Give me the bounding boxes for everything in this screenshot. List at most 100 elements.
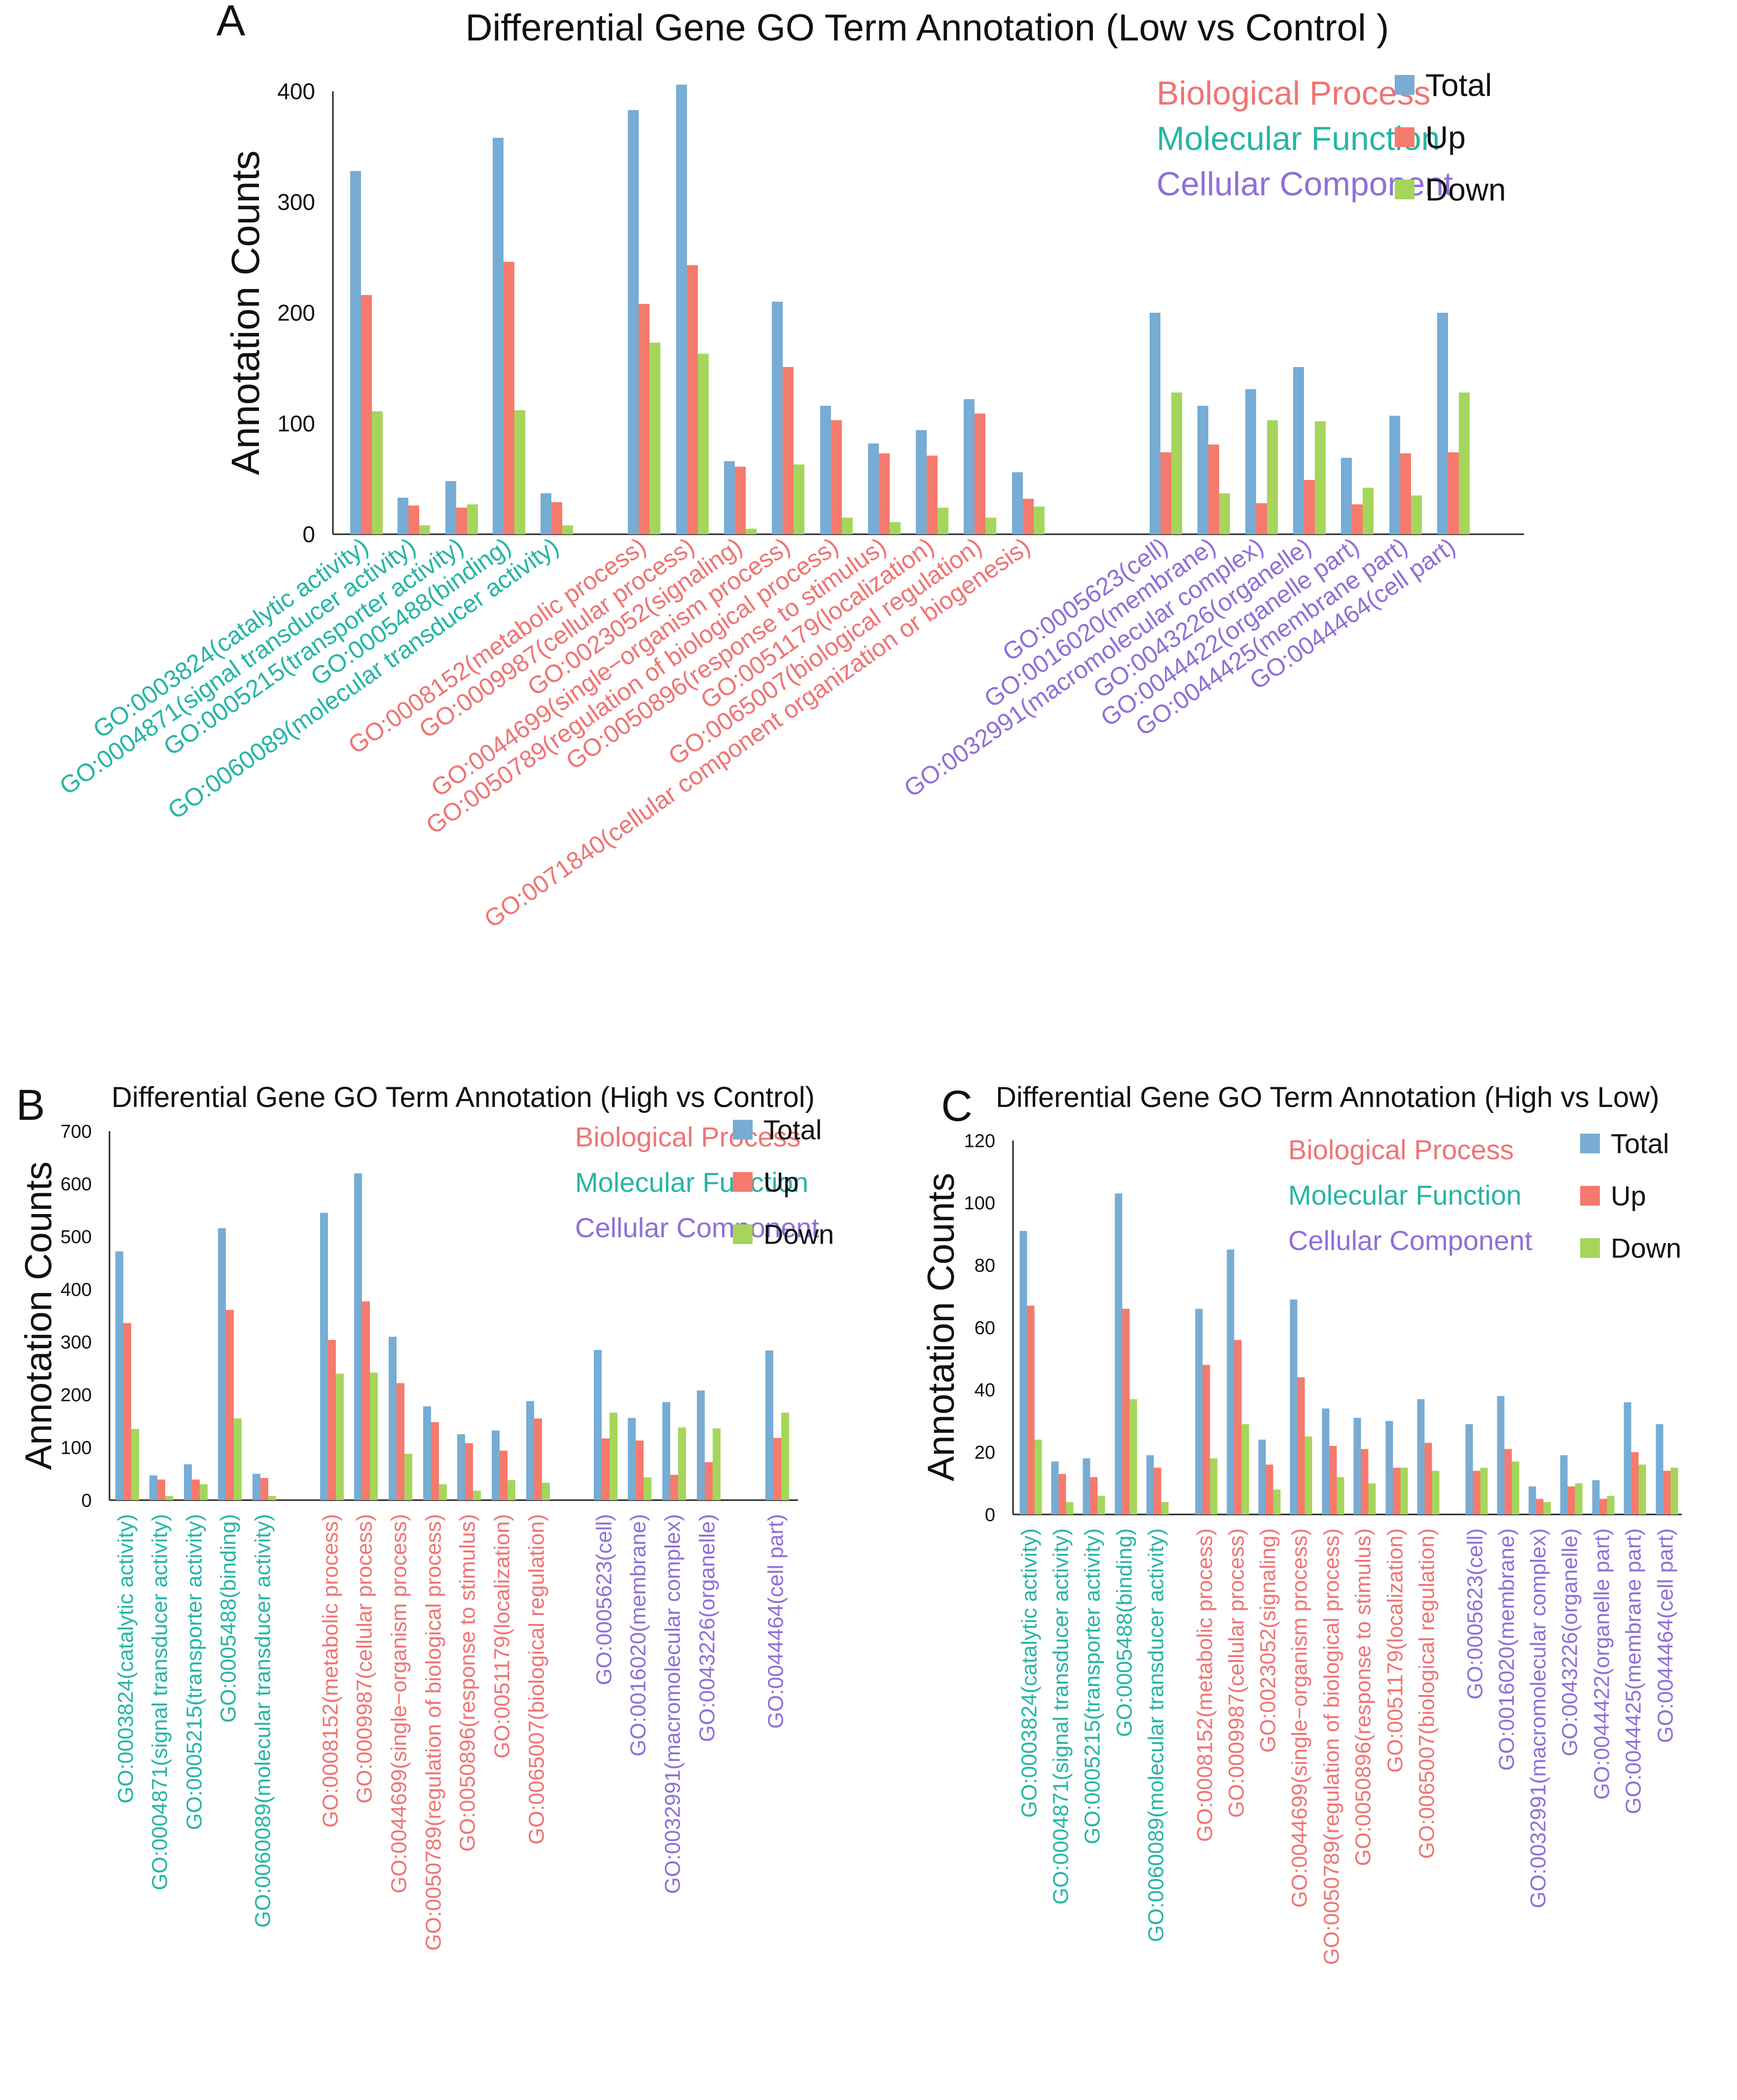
panel-a-bar-down (1363, 487, 1374, 534)
panel-a-bar-down (1034, 506, 1045, 534)
panel-b-y-tick-label: 700 (61, 1121, 92, 1142)
panel-a-bar-up (408, 505, 419, 534)
panel-b-category-label: GO:0005215(transporter activity) (182, 1514, 207, 1830)
panel-c-bar-total (1083, 1458, 1090, 1514)
panel-a-bar-total (772, 301, 783, 534)
panel-b-bar-up (226, 1310, 234, 1500)
panel-c-bar-up (1631, 1452, 1639, 1514)
panel-c-bar-up (1567, 1486, 1575, 1514)
panel-a-bar-up (1352, 504, 1363, 534)
panel-a-bar-total (724, 461, 735, 534)
panel-c-legend-label-down: Down (1611, 1233, 1681, 1264)
panel-c-bar-total (1465, 1424, 1473, 1514)
panel-c-bar-total (1258, 1439, 1266, 1514)
panel-a-legend-mf: Molecular Function (1157, 120, 1440, 157)
panel-c-y-tick-label: 20 (975, 1442, 995, 1463)
panel-b-bar-up (260, 1478, 268, 1500)
panel-c-bar-total (1227, 1250, 1234, 1514)
panel-c-bar-down (1480, 1468, 1488, 1514)
panel-a-bar-total (1293, 367, 1304, 534)
panel-b-category-label: GO:0032991(macromolecular complex) (661, 1514, 685, 1894)
panel-c-bar-total (1624, 1402, 1631, 1514)
panel-b-y-tick-label: 200 (61, 1385, 92, 1406)
panel-c-legend-swatch-total (1580, 1134, 1600, 1153)
panel-b-bar-up (500, 1450, 507, 1500)
panel-c-legend-swatch-down (1580, 1238, 1600, 1258)
panel-b-bar-total (218, 1228, 226, 1500)
panel-a-bar-total (1341, 458, 1352, 534)
panel-b-category-label: GO:0016020(membrane) (626, 1514, 651, 1757)
panel-a-bar-down (746, 528, 757, 534)
panel-b-legend-bp: Biological Process (575, 1121, 801, 1152)
panel-a-bar-total (493, 138, 504, 534)
panel-b-bar-up (636, 1440, 644, 1500)
panel-c-bar-up (1122, 1309, 1130, 1514)
panel-a-bar-total (964, 399, 975, 534)
panel-c-category-label: GO:0005215(transporter activity) (1081, 1528, 1105, 1844)
panel-a-bar-down (562, 525, 573, 534)
panel-b-legend-cc: Cellular Component (575, 1212, 819, 1243)
panel-c-bar-up (1202, 1364, 1210, 1514)
panel-a-bar-up (551, 502, 562, 534)
panel-c-bar-total (1497, 1396, 1505, 1514)
panel-b-bar-down (404, 1453, 412, 1500)
panel-b-bar-down (644, 1477, 651, 1500)
panel-a-bar-total (1245, 389, 1256, 534)
panel-b-bar-up (602, 1438, 610, 1500)
panel-a-bar-total (868, 443, 879, 534)
panel-a-bar-down (1267, 420, 1278, 534)
panel-b-y-tick-label: 0 (81, 1490, 92, 1511)
panel-b-bar-up (705, 1462, 713, 1500)
panel-a-bar-up (879, 453, 890, 534)
panel-c-bar-down (1638, 1464, 1646, 1514)
panel-c-bar-down (1607, 1496, 1615, 1514)
panel-c-category-label: GO:0051179(localization) (1383, 1528, 1408, 1773)
panel-a-bar-down (1219, 493, 1230, 534)
panel-b-category-label: GO:0050896(response to stimulus) (456, 1514, 480, 1852)
panel-c-category-label: GO:0016020(membrane) (1495, 1528, 1519, 1771)
panel-a-bar-up (639, 304, 650, 534)
panel-a-y-tick-label: 100 (277, 411, 315, 437)
panel-a-bar-down (1459, 392, 1470, 534)
panel-c-legend-cc: Cellular Component (1288, 1225, 1532, 1256)
panel-c-y-tick-label: 100 (964, 1193, 995, 1214)
panel-b-bar-total (457, 1434, 465, 1500)
panel-b-bar-total (184, 1464, 192, 1500)
panel-b-chart: B Differential Gene GO Term Annotation (H… (16, 1080, 834, 1951)
panel-b-bar-total (697, 1390, 705, 1500)
panel-c-bar-down (1432, 1471, 1440, 1514)
panel-c-category-label: GO:0044464(cell part) (1654, 1528, 1678, 1743)
panel-c-category-label: GO:0003824(catalytic activity) (1017, 1528, 1042, 1818)
panel-c-bar-down (1161, 1502, 1169, 1514)
panel-b-bar-up (123, 1323, 131, 1500)
panel-a-bar-up (1448, 452, 1459, 534)
panel-b-bar-total (389, 1336, 397, 1500)
panel-a-bar-down (842, 517, 853, 534)
panel-b-legend-mf: Molecular Function (575, 1167, 808, 1198)
panel-b-bar-up (431, 1422, 439, 1500)
panel-c-bar-down (1273, 1489, 1281, 1514)
panel-c-category-label: GO:0060089(molecular transducer activity… (1144, 1528, 1168, 1942)
panel-b-bar-up (670, 1474, 678, 1500)
panel-b-category-label: GO:0044464(cell part) (764, 1514, 788, 1729)
panel-b-bar-up (773, 1437, 781, 1500)
panel-a-bar-total (628, 110, 639, 535)
panel-b-bar-total (320, 1213, 328, 1500)
panel-b-y-tick-label: 400 (61, 1280, 92, 1300)
panel-c-category-label: GO:0009987(cellular process) (1225, 1528, 1249, 1818)
panel-c-bar-total (1417, 1399, 1425, 1514)
panel-b-category-label: GO:0009987(cellular process) (353, 1514, 377, 1804)
panel-c-bar-up (1266, 1464, 1273, 1514)
panel-b-bar-total (662, 1402, 670, 1500)
panel-c-y-tick-label: 80 (975, 1255, 995, 1276)
panel-b-legend-swatch-total (733, 1120, 753, 1140)
panel-b-category-label: GO:0050789(regulation of biological proc… (422, 1514, 446, 1951)
panel-c-bar-up (1234, 1340, 1242, 1514)
panel-a-letter: A (217, 0, 246, 45)
panel-c-category-label: GO:0032991(macromolecular complex) (1526, 1528, 1551, 1908)
panel-c-category-label: GO:0050789(regulation of biological proc… (1320, 1528, 1344, 1965)
panel-b-bar-total (354, 1173, 362, 1500)
panel-a-chart: A Differential Gene GO Term Annotation (L… (54, 0, 1524, 933)
panel-c-category-label: GO:0065007(biological regulation) (1415, 1528, 1439, 1859)
panel-c-bar-down (1512, 1461, 1520, 1514)
